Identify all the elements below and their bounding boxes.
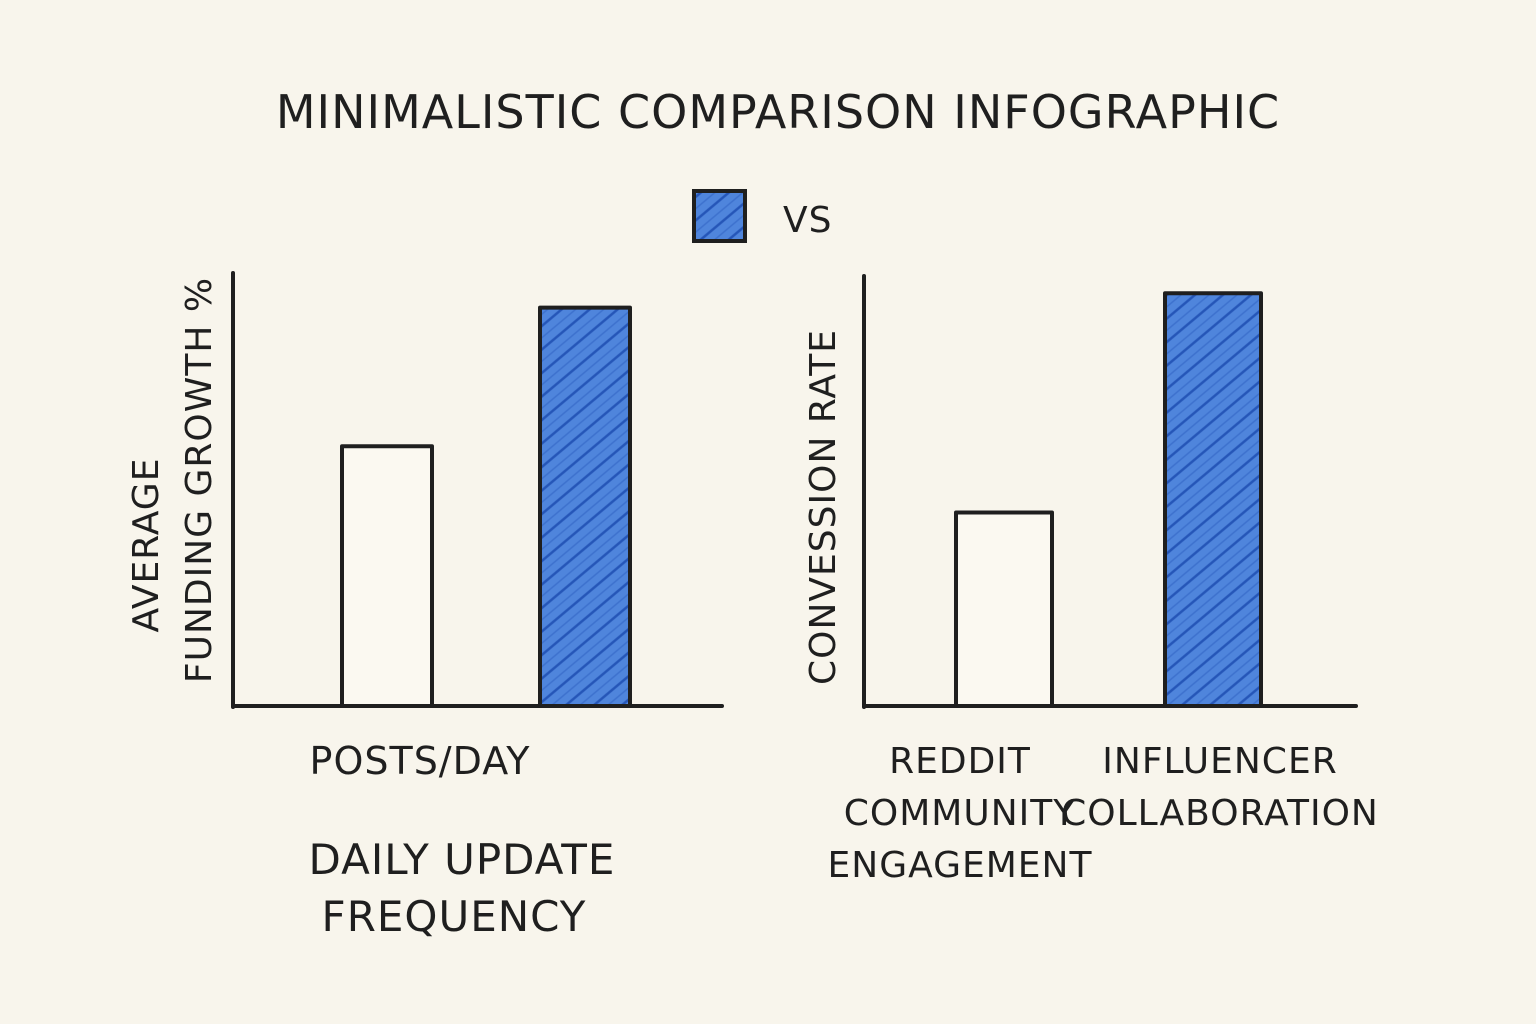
legend-swatch-accent	[692, 189, 747, 243]
x-axis-label: POSTS/DAY	[310, 739, 531, 783]
y-axis-label-line: CONVESSION RATE	[803, 329, 844, 685]
bar-accent-2	[538, 305, 632, 708]
category-label-line: COLLABORATION	[1061, 793, 1379, 834]
chart-caption-line: FREQUENCY	[322, 892, 587, 941]
legend: VS	[692, 189, 832, 243]
y-axis-label-line: AVERAGE	[126, 458, 167, 633]
bar-accent-2	[1163, 291, 1263, 708]
bar-plain-1	[340, 444, 434, 708]
chart-funding-growth: AVERAGE FUNDING GROWTH % POSTS/DAY DAILY UP…	[126, 271, 724, 941]
category-label-line: COMMUNITY	[844, 793, 1076, 834]
category-label-line: INFLUENCER	[1102, 741, 1337, 782]
category-label-line: REDDIT	[889, 741, 1031, 782]
chart-caption-line: DAILY UPDATE	[309, 835, 616, 884]
y-axis-label-line: FUNDING GROWTH %	[179, 277, 220, 683]
bar-plain-1	[954, 510, 1054, 708]
legend-label: VS	[783, 200, 832, 241]
category-label-line: ENGAGEMENT	[828, 845, 1093, 886]
page-title: MINIMALISTIC COMPARISON INFOGRAPHIC	[276, 85, 1280, 139]
chart-conversion-rate: CONVESSION RATE REDDIT COMMUNITY ENGAGEMENT…	[803, 274, 1379, 886]
